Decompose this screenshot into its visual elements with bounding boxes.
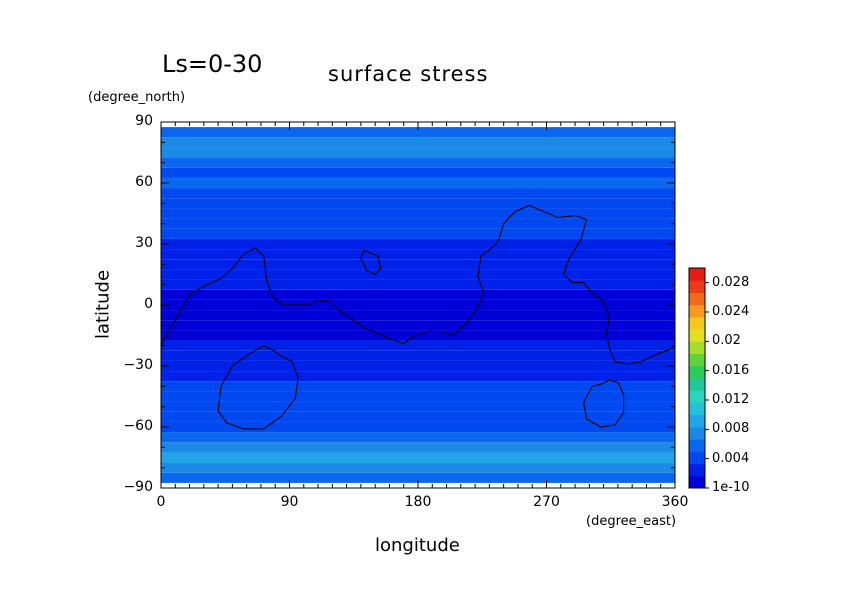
- colorbar-label: 0.028: [712, 274, 750, 290]
- y-tick-label: 0: [144, 296, 153, 312]
- x-tick-label: 0: [156, 494, 166, 510]
- stress-band: [161, 177, 675, 189]
- colorbar-swatch: [689, 304, 705, 318]
- y-tick-label: 60: [135, 174, 153, 190]
- colorbar-swatch: [689, 280, 705, 293]
- colorbar-swatch: [689, 451, 705, 465]
- colorbar-swatch: [689, 402, 705, 416]
- x-tick-label: 360: [661, 494, 689, 510]
- y-axis-units: (degree_north): [88, 90, 186, 105]
- stress-band: [161, 218, 675, 229]
- stress-band: [161, 228, 675, 239]
- stress-band: [161, 411, 675, 422]
- colorbar-swatch: [689, 316, 705, 330]
- colorbar-swatch: [689, 390, 705, 403]
- stress-band: [161, 452, 675, 463]
- stress-band: [161, 208, 675, 219]
- contour-line: [583, 379, 625, 428]
- stress-band: [161, 259, 675, 270]
- stress-band: [161, 238, 675, 250]
- stress-band: [161, 289, 675, 300]
- contour-line: [360, 249, 382, 276]
- stress-band: [161, 137, 675, 148]
- colorbar-swatch: [689, 353, 705, 367]
- colorbar-label: 0.008: [712, 421, 750, 437]
- stress-band: [161, 269, 675, 280]
- stress-band: [161, 340, 675, 351]
- axis-ticks: [160, 121, 676, 489]
- stress-band: [161, 472, 675, 483]
- y-tick-label: 90: [135, 113, 153, 129]
- stress-band: [161, 299, 675, 311]
- y-tick-label: −90: [123, 479, 153, 495]
- season-label: Ls=0-30: [162, 50, 263, 78]
- stress-band: [161, 310, 675, 321]
- colorbar-swatch: [689, 292, 705, 306]
- stress-band: [161, 188, 675, 199]
- colorbar-swatch: [689, 341, 705, 355]
- chart-title: surface stress: [328, 62, 489, 86]
- colorbar-swatch: [689, 329, 705, 342]
- stress-band: [161, 381, 675, 392]
- colorbar-label: 0.012: [712, 392, 750, 407]
- colorbar-swatch: [689, 439, 705, 452]
- stress-band: [161, 401, 675, 412]
- stress-band: [161, 421, 675, 433]
- y-tick-label: −60: [123, 418, 153, 434]
- y-tick-label: −30: [123, 357, 153, 373]
- colorbar-label: 1e-10: [712, 480, 750, 495]
- colorbar-swatch: [689, 378, 705, 391]
- stress-band: [161, 442, 675, 453]
- stress-band: [161, 391, 675, 402]
- colorbar-label: 0.016: [712, 362, 750, 378]
- stress-band: [161, 147, 675, 158]
- stress-band: [161, 330, 675, 341]
- stress-band: [161, 320, 675, 331]
- x-tick-label: 180: [404, 494, 432, 510]
- x-tick-label: 90: [280, 494, 299, 510]
- colorbar-swatch: [689, 414, 705, 428]
- stress-band: [161, 127, 675, 138]
- x-tick-label: 270: [533, 494, 560, 510]
- stress-band: [161, 198, 675, 209]
- stress-band: [161, 167, 675, 178]
- colorbar-frame: [688, 267, 706, 489]
- y-tick-label: 30: [135, 235, 153, 251]
- coastline-contours: [161, 204, 675, 430]
- stress-band: [161, 157, 675, 168]
- colorbar: [688, 267, 709, 489]
- colorbar-swatch: [689, 475, 705, 489]
- colorbar-swatch: [689, 426, 705, 440]
- stress-band: [161, 279, 675, 290]
- stress-band: [161, 462, 675, 473]
- stress-band: [161, 371, 675, 382]
- stress-band: [161, 360, 675, 372]
- colorbar-swatch: [689, 268, 705, 281]
- colorbar-label: 0.004: [712, 450, 750, 466]
- stress-band: [161, 249, 675, 260]
- colorbar-swatch: [689, 463, 705, 477]
- contour-line: [161, 204, 675, 365]
- x-axis-units: (degree_east): [586, 514, 677, 529]
- colorbar-swatch: [689, 365, 705, 379]
- stress-field: [161, 127, 675, 483]
- x-axis-label: longitude: [375, 535, 460, 556]
- stress-band: [161, 350, 675, 361]
- colorbar-label: 0.02: [712, 333, 741, 349]
- colorbar-label: 0.024: [712, 304, 750, 319]
- contour-line: [217, 345, 299, 430]
- stress-band: [161, 432, 675, 443]
